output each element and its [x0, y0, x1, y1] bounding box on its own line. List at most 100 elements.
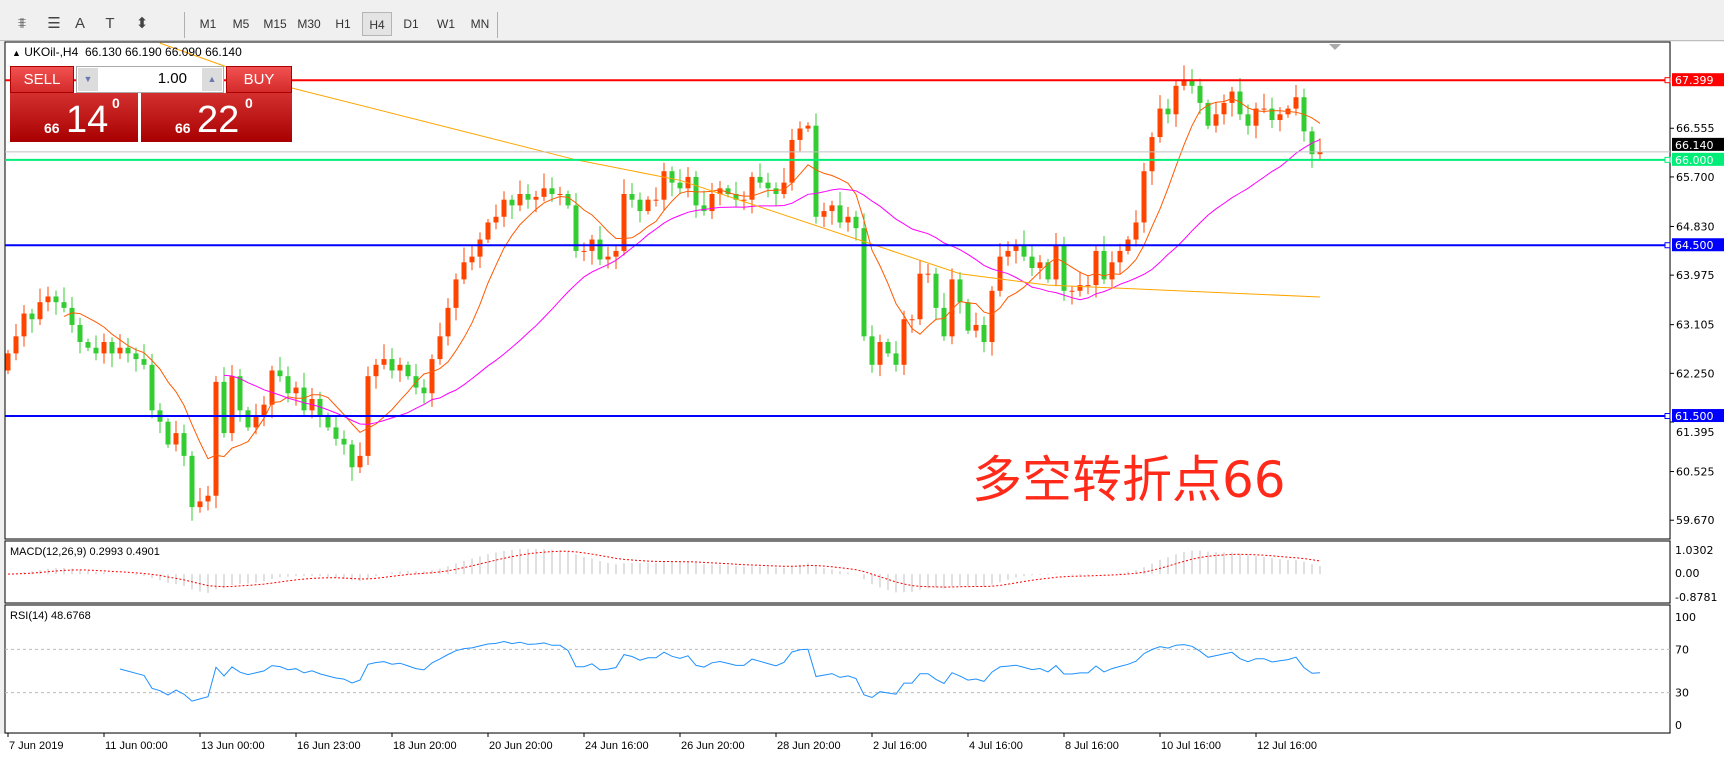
candle-body — [989, 290, 995, 343]
candle-body — [1261, 108, 1267, 110]
timeframe-w1[interactable]: W1 — [437, 17, 455, 31]
candle-body — [181, 433, 187, 456]
candle-body — [173, 433, 179, 445]
candle-body — [373, 364, 379, 377]
chevron-down-icon[interactable]: ▼ — [78, 68, 98, 91]
ma-slow-line — [159, 42, 1321, 298]
rsi-tick-label: 30 — [1675, 687, 1689, 700]
rsi-panel[interactable] — [4, 604, 1671, 734]
line-handle[interactable] — [1664, 242, 1671, 249]
macd-tick-label: 1.0302 — [1675, 544, 1714, 557]
candle-body — [981, 324, 987, 343]
sell-price-button[interactable]: 66 14 0 — [10, 93, 138, 142]
candle-body — [1205, 102, 1211, 126]
timeframe-m15[interactable]: M15 — [263, 17, 287, 31]
time-tick-label: 8 Jul 16:00 — [1065, 740, 1119, 752]
candle-body — [37, 302, 43, 320]
candle-body — [1005, 250, 1011, 257]
candle-body — [493, 216, 499, 223]
candle-body — [1277, 114, 1283, 120]
time-tick-label: 20 Jun 20:00 — [489, 740, 553, 752]
candle-body — [1141, 171, 1147, 223]
candle-body — [1101, 250, 1107, 280]
candle-body — [709, 194, 715, 212]
price-tick-label: 61.395 — [1676, 426, 1715, 439]
candle-body — [557, 194, 563, 196]
candle-body — [677, 182, 683, 189]
candle-body — [101, 342, 107, 354]
timeframe-mn[interactable]: MN — [470, 17, 490, 31]
macd-tick-label: -0.8781 — [1675, 591, 1717, 604]
candle-body — [461, 262, 467, 280]
candle-body — [813, 125, 819, 217]
candle-body — [877, 342, 883, 365]
sell-button[interactable]: SELL — [10, 66, 74, 93]
time-tick-label: 4 Jul 16:00 — [969, 740, 1023, 752]
candle-body — [29, 313, 35, 320]
timeframe-h1[interactable]: H1 — [335, 17, 351, 31]
rsi-tick-label: 70 — [1675, 643, 1689, 656]
volume-input[interactable]: 1.00 — [157, 70, 187, 87]
candle-body — [485, 222, 491, 240]
candle-body — [221, 381, 227, 434]
timeframe-m5[interactable]: M5 — [232, 17, 250, 31]
candle-body — [957, 279, 963, 303]
candle-body — [445, 307, 451, 337]
time-tick-label: 12 Jul 16:00 — [1257, 740, 1317, 752]
candle-body — [1077, 285, 1083, 291]
candle-body — [541, 188, 547, 197]
candle-body — [781, 182, 787, 195]
sell-price-small: 66 — [44, 120, 60, 136]
line-handle[interactable] — [1664, 413, 1671, 420]
timeframe-h4[interactable]: H4 — [362, 12, 392, 36]
candle-body — [573, 205, 579, 251]
line-handle[interactable] — [1664, 77, 1671, 84]
timeframe-m1[interactable]: M1 — [199, 17, 217, 31]
candle-body — [853, 216, 859, 229]
candle-body — [893, 353, 899, 365]
candle-body — [357, 455, 363, 468]
time-tick-label: 26 Jun 20:00 — [681, 740, 745, 752]
chart-shift-icon[interactable] — [1329, 44, 1341, 50]
macd-label: MACD(12,26,9) 0.2993 0.4901 — [10, 546, 160, 558]
fibonacci-fan-icon[interactable]: ☰ — [47, 15, 61, 32]
buy-price-button[interactable]: 66 22 0 — [141, 93, 292, 142]
candle-body — [869, 336, 875, 365]
candle-body — [1133, 222, 1139, 240]
candle-body — [381, 359, 387, 365]
candle-body — [701, 205, 707, 212]
sell-price-main: 14 — [66, 99, 109, 141]
candle-body — [133, 353, 139, 360]
candle-body — [317, 398, 323, 417]
timeframe-m30[interactable]: M30 — [297, 17, 321, 31]
fibonacci-expansion-icon[interactable]: ⩨ — [17, 15, 27, 32]
time-tick-label: 13 Jun 00:00 — [201, 740, 265, 752]
candle-body — [1181, 80, 1187, 86]
candle-body — [925, 273, 931, 275]
candle-body — [1085, 285, 1091, 287]
text-icon[interactable]: A — [74, 15, 85, 32]
candle-body — [61, 302, 67, 308]
price-tag-label: 66.000 — [1675, 154, 1714, 167]
time-tick-label: 18 Jun 20:00 — [393, 740, 457, 752]
line-handle[interactable] — [1664, 156, 1671, 163]
toolbar-separator — [184, 12, 185, 38]
candle-body — [1117, 250, 1123, 263]
buy-button[interactable]: BUY — [226, 66, 292, 93]
macd-panel[interactable] — [4, 540, 1671, 604]
chevron-up-icon[interactable]: ▲ — [202, 68, 222, 91]
candle-body — [669, 171, 675, 183]
candle-body — [229, 376, 235, 434]
volume-stepper[interactable]: ▼ 1.00 ▲ — [76, 66, 224, 93]
candle-body — [85, 342, 91, 348]
text-label-icon[interactable]: T — [105, 15, 115, 32]
timeframe-d1[interactable]: D1 — [403, 17, 419, 31]
candle-body — [725, 188, 731, 195]
candle-body — [93, 347, 99, 354]
candle-body — [1045, 262, 1051, 280]
candle-body — [405, 364, 411, 377]
arrows-dropdown-icon[interactable]: ⬍ — [135, 15, 149, 32]
candle-body — [717, 188, 723, 195]
candle-body — [285, 376, 291, 394]
candle-body — [237, 376, 243, 411]
